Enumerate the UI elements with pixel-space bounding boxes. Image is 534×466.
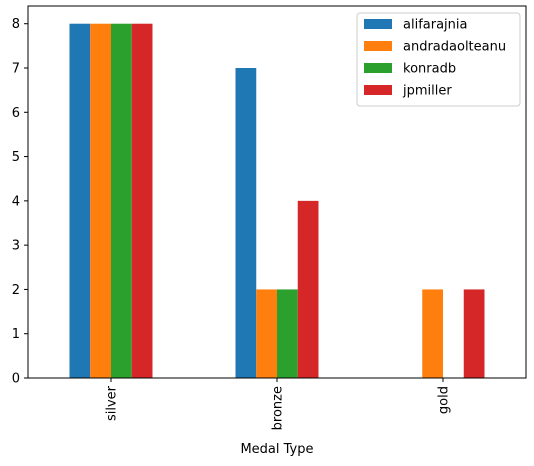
bar-konradb-bronze [277,289,298,378]
y-tick-label: 0 [12,372,20,387]
y-tick-label: 7 [12,62,20,77]
bar-andradaolteanu-gold [422,289,443,378]
bar-andradaolteanu-bronze [256,289,277,378]
legend-swatch-jpmiller [364,85,392,95]
legend-swatch-konradb [364,63,392,73]
legend-swatch-andradaolteanu [364,41,392,51]
y-tick-label: 8 [12,17,20,32]
bar-konradb-silver [111,23,132,379]
legend-label-konradb: konradb [403,62,456,77]
legend-box [356,12,521,107]
legend-label-jpmiller: jpmiller [402,84,452,99]
y-tick-label: 5 [12,150,20,165]
x-tick-label-bronze: bronze [271,386,286,430]
x-axis: silver bronze gold [105,378,452,430]
bar-jpmiller-silver [131,23,153,379]
bar-jpmiller-gold [463,289,485,378]
y-tick-label: 3 [12,239,20,254]
y-tick-label: 6 [12,106,20,121]
bar-andradaolteanu-silver [90,23,111,379]
x-tick-label-gold: gold [437,386,452,414]
bar-alifarajnia-bronze [235,68,257,378]
legend-label-alifarajnia: alifarajnia [403,18,467,33]
bars-layer [69,23,485,379]
legend-swatch-alifarajnia [364,19,392,29]
legend: alifarajnia andradaolteanu konradb jpmiller [356,12,521,107]
x-axis-label: Medal Type [240,442,313,457]
y-axis: 0 1 2 3 4 5 6 7 8 [12,17,28,387]
y-tick-label: 1 [12,327,20,342]
y-tick-label: 4 [12,194,20,209]
bar-alifarajnia-silver [69,23,91,379]
legend-label-andradaolteanu: andradaolteanu [403,40,506,55]
bar-jpmiller-bronze [297,200,319,378]
x-tick-label-silver: silver [105,385,120,421]
plot-frame [27,5,527,379]
y-tick-label: 2 [12,283,20,298]
